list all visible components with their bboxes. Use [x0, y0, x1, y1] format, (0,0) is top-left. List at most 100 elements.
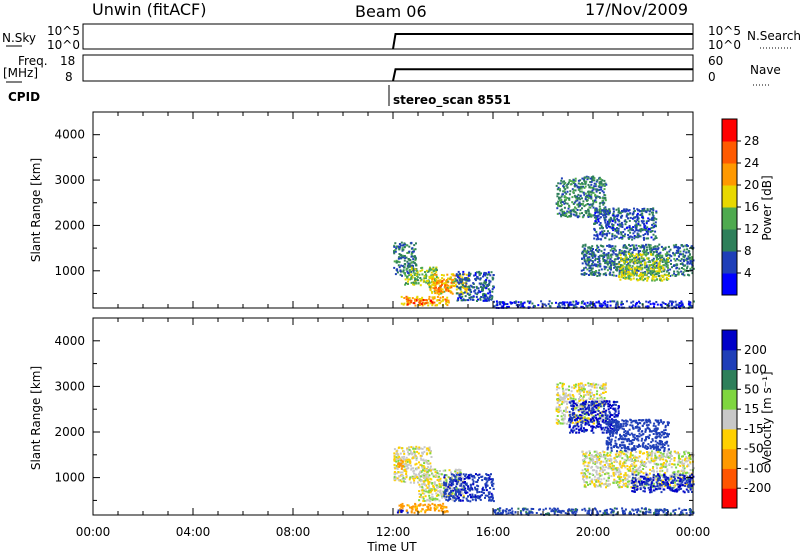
power-echo-cell: [583, 274, 586, 276]
power-echo-cell: [407, 299, 410, 302]
power-echo-cell: [659, 254, 662, 257]
power-echo-cell: [413, 283, 416, 286]
velocity-echo-cell: [437, 504, 440, 506]
velocity-echo-cell: [422, 465, 425, 467]
power-echo-cell: [660, 245, 663, 248]
velocity-echo-cell: [600, 400, 603, 403]
power-echo-cell: [621, 226, 624, 228]
power-echo-cell: [415, 274, 418, 276]
power-echo-cell: [557, 305, 560, 308]
power-echo-cell: [663, 278, 666, 281]
power-echo-cell: [464, 295, 467, 298]
power-echo-cell: [437, 288, 440, 290]
power-echo-cell: [639, 264, 642, 267]
power-echo-cell: [618, 251, 621, 254]
velocity-echo-cell: [410, 446, 413, 449]
power-echo-cell: [451, 281, 454, 284]
velocity-echo-cell: [566, 388, 569, 391]
nsky-tick-top: 10^5: [47, 24, 80, 38]
power-echo-cell: [468, 287, 471, 289]
velocity-echo-cell: [423, 477, 426, 480]
velocity-echo-cell: [424, 489, 427, 492]
velocity-echo-cell: [404, 468, 407, 471]
power-echo-cell: [561, 301, 564, 304]
velocity-echo-cell: [467, 485, 470, 488]
velocity-echo-cell: [602, 391, 604, 394]
velocity-echo-cell: [557, 420, 560, 423]
velocity-echo-cell: [617, 429, 620, 432]
power-echo-cell: [657, 265, 660, 268]
velocity-echo-cell: [574, 422, 577, 425]
power-echo-cell: [598, 182, 601, 185]
velocity-echo-cell: [653, 422, 656, 425]
velocity-echo-cell: [637, 423, 639, 426]
power-echo-cell: [649, 230, 652, 233]
velocity-echo-cell: [607, 424, 610, 427]
velocity-echo-cell: [467, 488, 470, 490]
velocity-echo-cell: [427, 491, 430, 494]
velocity-echo-cell: [415, 508, 418, 511]
power-echo-cell: [573, 306, 576, 309]
power-echo-cell: [646, 279, 649, 282]
power-echo-cell: [421, 301, 424, 304]
power-colorbar-tick: 8: [744, 244, 752, 258]
power-echo-cell: [581, 250, 584, 253]
power-echo-cell: [600, 210, 602, 213]
velocity-echo-cell: [608, 429, 611, 432]
power-echo-cell: [635, 220, 637, 223]
power-echo-cell: [617, 211, 620, 214]
power-echo-cell: [462, 286, 465, 289]
power-echo-cell: [691, 263, 694, 266]
power-echo-cell: [593, 228, 596, 231]
power-echo-cell: [520, 302, 523, 305]
power-echo-cell: [603, 230, 606, 233]
power-echo-cell: [548, 305, 551, 308]
power-echo-cell: [402, 269, 405, 272]
power-echo-cell: [457, 270, 460, 273]
velocity-echo-cell: [619, 445, 622, 448]
velocity-echo-cell: [601, 427, 603, 430]
velocity-echo-cell: [398, 465, 401, 468]
power-echo-cell: [417, 282, 420, 285]
velocity-echo-cell: [445, 506, 448, 509]
power-echo-cell: [625, 210, 628, 213]
power-echo-cell: [588, 304, 591, 307]
power-echo-cell: [403, 259, 406, 262]
power-echo-cell: [643, 228, 646, 231]
power-echo-cell: [432, 296, 435, 299]
power-echo-cell: [599, 305, 602, 308]
power-echo-cell: [433, 296, 436, 299]
power-echo-cell: [465, 278, 467, 281]
velocity-echo-cell: [598, 400, 601, 403]
velocity-echo-cell: [412, 467, 415, 470]
velocity-echo-cell: [571, 431, 574, 434]
power-echo-cell: [637, 233, 640, 236]
power-echo-cell: [609, 210, 611, 213]
power-echo-cell: [423, 275, 426, 278]
power-echo-cell: [618, 260, 621, 263]
velocity-echo-cell: [667, 444, 670, 447]
power-echo-cell: [615, 263, 618, 266]
power-echo-cell: [560, 214, 563, 216]
power-echo-cell: [611, 300, 614, 303]
velocity-echo-cell: [487, 496, 490, 499]
power-colorbar-tick: 16: [744, 200, 759, 214]
power-echo-cell: [600, 238, 603, 241]
power-echo-cell: [411, 261, 414, 264]
power-echo-cell: [447, 290, 450, 293]
power-echo-cell: [583, 193, 586, 196]
power-echo-cell: [617, 214, 620, 217]
power-echo-cell: [462, 270, 465, 273]
velocity-echo-cell: [607, 443, 610, 446]
power-echo-cell: [591, 177, 594, 180]
velocity-echo-cell: [440, 494, 443, 497]
power-echo-cell: [613, 258, 616, 261]
power-echo-cell: [669, 254, 671, 257]
velocity-echo-cell: [659, 443, 662, 446]
velocity-echo-cell: [631, 420, 634, 423]
velocity-echo-cell: [418, 446, 421, 449]
velocity-echo-cell: [582, 402, 584, 405]
velocity-echo-cell: [575, 417, 578, 420]
power-echo-cell: [618, 266, 621, 269]
velocity-echo-cell: [481, 488, 484, 491]
